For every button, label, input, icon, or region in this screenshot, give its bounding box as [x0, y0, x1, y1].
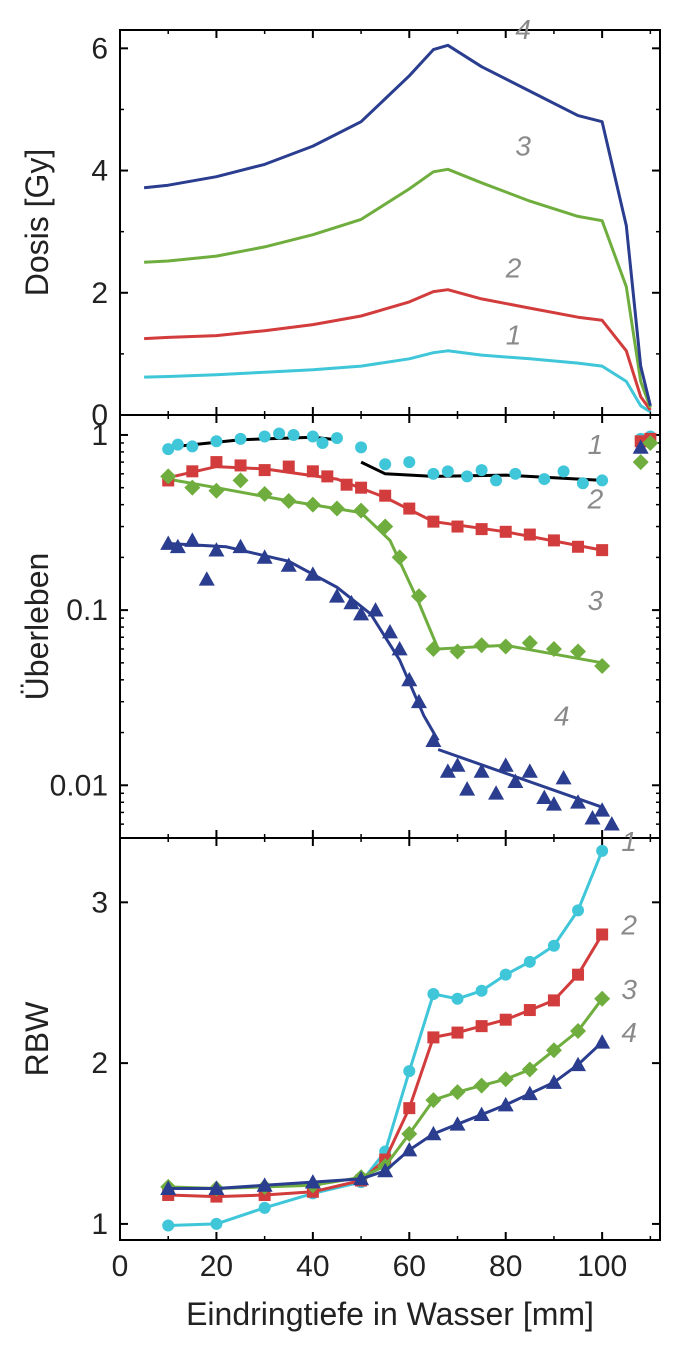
svg-text:4: 4 — [515, 14, 531, 45]
svg-text:1: 1 — [91, 419, 108, 452]
svg-text:1: 1 — [588, 429, 604, 460]
svg-text:4: 4 — [621, 1017, 637, 1048]
svg-text:3: 3 — [621, 974, 637, 1005]
svg-text:Überleben: Überleben — [19, 553, 55, 701]
svg-text:6: 6 — [91, 32, 108, 65]
three-panel-chart: 0246Dosis [Gy]0.010.11Überleben123RBW020… — [0, 0, 700, 1362]
svg-text:4: 4 — [91, 155, 108, 188]
svg-text:0.01: 0.01 — [50, 769, 108, 802]
svg-text:60: 60 — [393, 1250, 426, 1283]
svg-text:80: 80 — [489, 1250, 522, 1283]
svg-text:Dosis [Gy]: Dosis [Gy] — [19, 149, 55, 297]
svg-text:Eindringtiefe in Wasser [mm]: Eindringtiefe in Wasser [mm] — [186, 1296, 594, 1332]
svg-text:2: 2 — [91, 1047, 108, 1080]
svg-text:2: 2 — [505, 253, 522, 284]
svg-text:3: 3 — [588, 585, 604, 616]
svg-text:0.1: 0.1 — [66, 594, 108, 627]
svg-text:4: 4 — [554, 700, 570, 731]
svg-text:40: 40 — [296, 1250, 329, 1283]
svg-text:2: 2 — [587, 484, 604, 515]
svg-text:1: 1 — [621, 826, 637, 857]
svg-text:3: 3 — [515, 130, 531, 161]
svg-text:0: 0 — [112, 1250, 129, 1283]
svg-text:100: 100 — [577, 1250, 627, 1283]
svg-text:2: 2 — [91, 277, 108, 310]
svg-text:RBW: RBW — [19, 1001, 55, 1076]
svg-text:1: 1 — [91, 1208, 108, 1241]
svg-text:2: 2 — [620, 909, 637, 940]
svg-text:1: 1 — [506, 320, 522, 351]
svg-text:20: 20 — [200, 1250, 233, 1283]
svg-text:3: 3 — [91, 886, 108, 919]
